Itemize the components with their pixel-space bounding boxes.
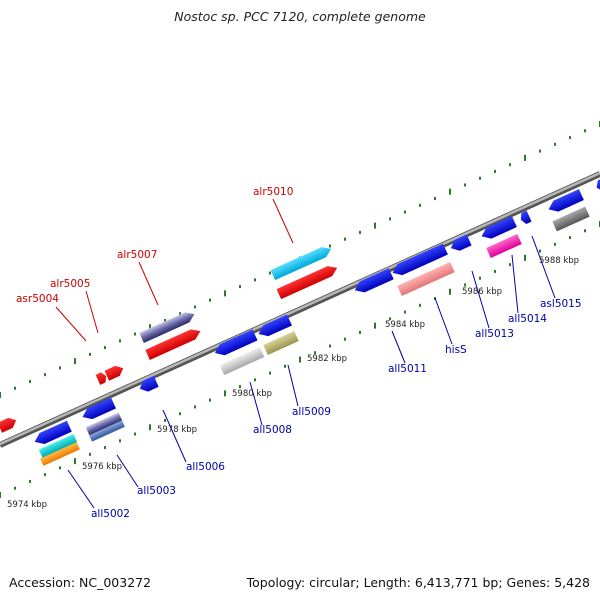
scale-labels: 5974 kbp 5976 kbp 5978 kbp 5980 kbp 5982… xyxy=(7,256,579,510)
gene-label-hisS[interactable]: hisS xyxy=(445,344,467,356)
gene-feature-all5002-b[interactable] xyxy=(38,434,78,458)
leader-all5013 xyxy=(471,270,490,329)
gene-feature-hisS-b[interactable] xyxy=(397,262,455,296)
gene-feature-alr5005[interactable] xyxy=(104,363,126,381)
gene-feature-all5011[interactable] xyxy=(352,268,394,295)
genome-backbone xyxy=(0,171,600,448)
gene-feature-all5002[interactable] xyxy=(32,420,72,448)
leader-alr5005 xyxy=(85,290,99,334)
gene-feature-alr5010[interactable] xyxy=(276,263,340,300)
leader-all5011 xyxy=(391,330,406,364)
gene-label-all5014[interactable]: all5014 xyxy=(508,313,547,325)
gene-feature-asr5004[interactable] xyxy=(95,371,109,385)
topology-summary: Topology: circular; Length: 6,413,771 bp… xyxy=(246,575,590,590)
gene-labels[interactable]: asr5004 alr5005 alr5007 alr5010 all5002 … xyxy=(16,186,582,520)
scale-label: 5976 kbp xyxy=(82,462,122,472)
gene-feature-all5013[interactable] xyxy=(448,234,472,253)
gene-feature-right-1-b[interactable] xyxy=(552,206,590,232)
gene-feature-all5002-c[interactable] xyxy=(40,442,80,466)
gene-label-alr5010[interactable]: alr5010 xyxy=(253,186,293,198)
scale-label: 5978 kbp xyxy=(157,425,197,435)
genome-title: Nostoc sp. PCC 7120, complete genome xyxy=(174,9,426,24)
gene-feature-asl5015[interactable] xyxy=(518,210,532,226)
gene-label-asl5015[interactable]: asl5015 xyxy=(540,298,582,310)
gene-feature-all5009-b[interactable] xyxy=(263,330,299,356)
gene-feature-all5006[interactable] xyxy=(137,375,159,394)
leader-all5006 xyxy=(162,409,187,463)
gene-feature-left-edge[interactable] xyxy=(0,415,18,433)
gene-feature-all5003[interactable] xyxy=(80,397,116,423)
gene-feature-alr5007[interactable] xyxy=(145,326,202,360)
accession-text: Accession: NC_003272 xyxy=(9,575,152,590)
gene-label-alr5005[interactable]: alr5005 xyxy=(50,278,90,290)
gene-label-all5011[interactable]: all5011 xyxy=(388,363,427,375)
scale-label: 5986 kbp xyxy=(462,287,502,297)
gene-label-all5013[interactable]: all5013 xyxy=(475,328,514,340)
gene-feature-right-1[interactable] xyxy=(546,189,584,215)
scale-label: 5974 kbp xyxy=(7,500,47,510)
gene-label-all5003[interactable]: all5003 xyxy=(137,485,176,497)
gene-feature-all5014-b[interactable] xyxy=(486,233,522,259)
leader-hisS xyxy=(434,297,453,345)
gene-feature-all5008[interactable] xyxy=(212,329,258,358)
scale-label: 5982 kbp xyxy=(307,354,347,364)
leader-all5014 xyxy=(511,254,519,314)
leader-all5003 xyxy=(116,454,139,488)
leader-all5002 xyxy=(67,469,95,509)
gene-label-alr5007[interactable]: alr5007 xyxy=(117,249,157,261)
gene-feature-all5009[interactable] xyxy=(256,314,292,340)
gene-label-all5006[interactable]: all5006 xyxy=(186,461,225,473)
gene-feature-hisS[interactable] xyxy=(390,243,448,279)
label-leader-lines xyxy=(55,198,556,509)
gene-features[interactable] xyxy=(0,177,600,466)
gene-label-all5009[interactable]: all5009 xyxy=(292,406,331,418)
scale-label: 5988 kbp xyxy=(539,256,579,266)
gene-label-all5008[interactable]: all5008 xyxy=(253,424,292,436)
gene-feature-all5014[interactable] xyxy=(479,216,517,242)
leader-alr5007 xyxy=(138,261,159,306)
leader-asl5015 xyxy=(531,235,556,299)
leader-all5008 xyxy=(249,381,263,426)
leader-alr5010 xyxy=(272,198,294,244)
gene-feature-all5003-b[interactable] xyxy=(85,412,123,436)
scale-label: 5984 kbp xyxy=(385,320,425,330)
leader-asr5004 xyxy=(55,306,87,342)
gene-label-asr5004[interactable]: asr5004 xyxy=(16,293,59,305)
gene-label-all5002[interactable]: all5002 xyxy=(91,508,130,520)
gene-feature-alr5010-top[interactable] xyxy=(270,244,334,281)
gene-feature-all5008-b[interactable] xyxy=(219,346,265,376)
leader-all5009 xyxy=(287,364,299,407)
scale-label: 5980 kbp xyxy=(232,389,272,399)
gene-feature-alr5007-top[interactable] xyxy=(139,309,196,343)
gene-feature-all5003-c[interactable] xyxy=(89,420,125,442)
